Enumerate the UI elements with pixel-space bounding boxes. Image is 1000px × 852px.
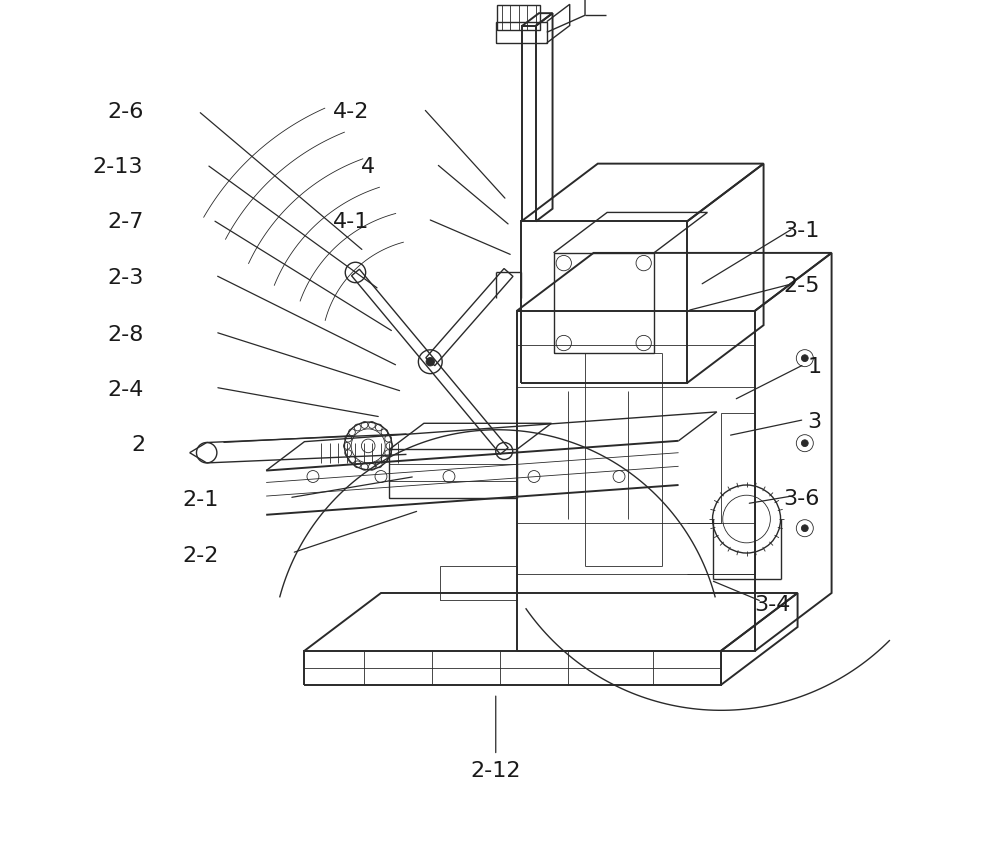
Text: 2-5: 2-5 (784, 276, 820, 296)
Text: 2-13: 2-13 (92, 157, 143, 177)
Text: 1: 1 (808, 357, 822, 377)
Text: 2-1: 2-1 (183, 490, 219, 509)
Text: 2-3: 2-3 (108, 268, 144, 287)
Text: 2-2: 2-2 (183, 545, 219, 565)
Circle shape (801, 355, 808, 362)
Text: 2-12: 2-12 (470, 760, 521, 780)
Text: 2-6: 2-6 (108, 101, 144, 122)
Text: 2-4: 2-4 (108, 379, 144, 400)
Text: 4-1: 4-1 (333, 212, 369, 233)
Text: 4: 4 (361, 157, 375, 177)
Text: 3-1: 3-1 (784, 221, 820, 240)
Text: 3-6: 3-6 (784, 488, 820, 508)
Circle shape (801, 440, 808, 447)
Text: 3-4: 3-4 (754, 595, 790, 614)
Text: 2: 2 (132, 435, 146, 455)
Text: 3: 3 (808, 412, 822, 432)
Circle shape (426, 358, 435, 366)
Text: 4-2: 4-2 (333, 101, 369, 122)
Text: 2-8: 2-8 (108, 325, 144, 344)
Circle shape (801, 525, 808, 532)
Text: 2-7: 2-7 (108, 212, 144, 233)
